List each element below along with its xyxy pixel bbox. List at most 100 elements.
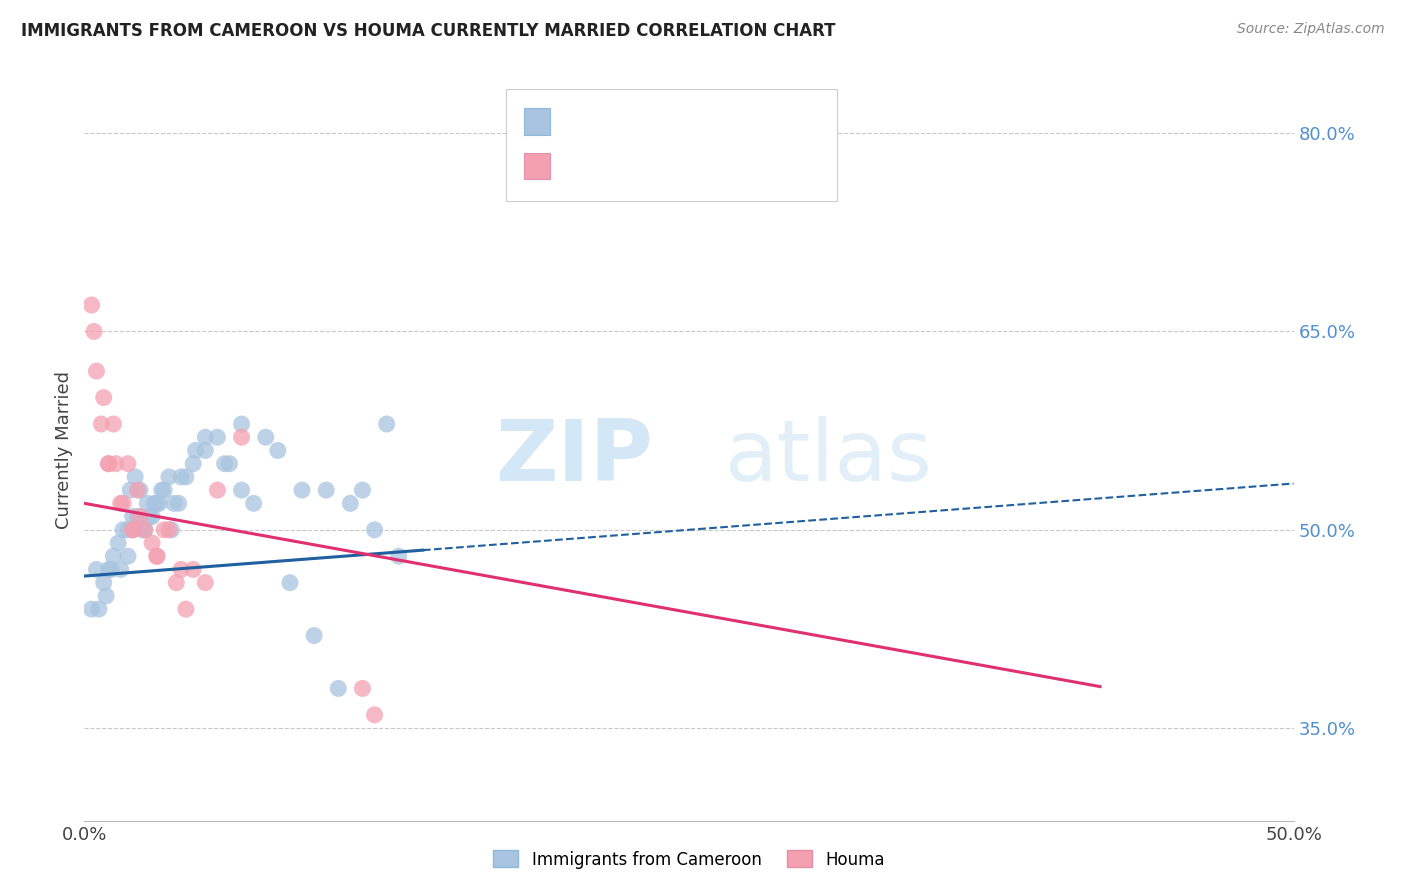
Point [103,549,125,564]
Point [138,509,160,524]
Point [148,496,170,510]
Point [121,509,143,524]
Y-axis label: Currently Married: Currently Married [55,371,73,530]
Point [127,509,149,524]
Point [231,417,253,431]
Point [339,496,361,510]
Point [242,496,264,510]
Point [141,536,163,550]
Point [315,483,337,497]
Point [117,523,139,537]
Point [160,523,183,537]
Point [110,496,132,510]
Point [129,483,152,497]
Text: 31: 31 [724,161,747,178]
Point [141,509,163,524]
Text: R =: R = [561,116,592,134]
Point [153,483,176,497]
Point [134,523,156,537]
Point [93,575,115,590]
Point [136,496,159,510]
Point [146,549,169,564]
Point [328,681,350,696]
Point [86,562,108,576]
Point [112,523,135,537]
Point [278,575,301,590]
Point [388,549,411,564]
Point [302,629,325,643]
Point [170,562,193,576]
Text: IMMIGRANTS FROM CAMEROON VS HOUMA CURRENTLY MARRIED CORRELATION CHART: IMMIGRANTS FROM CAMEROON VS HOUMA CURREN… [21,22,835,40]
Point [174,602,197,616]
Text: N =: N = [675,116,706,134]
Point [80,602,103,616]
Point [80,298,103,312]
Point [214,457,236,471]
Point [117,549,139,564]
Point [121,523,143,537]
Point [83,325,105,339]
Point [120,483,142,497]
Point [131,523,153,537]
Text: 57: 57 [724,116,747,134]
Text: atlas: atlas [725,417,934,500]
Point [157,523,180,537]
Legend: Immigrants from Cameroon, Houma: Immigrants from Cameroon, Houma [486,844,891,875]
Point [184,443,207,458]
Text: 0.174: 0.174 [614,116,666,134]
Point [170,470,193,484]
Point [127,483,149,497]
Point [267,443,290,458]
Point [207,430,229,444]
Point [121,523,143,537]
Point [107,536,129,550]
Point [150,483,173,497]
Point [218,457,240,471]
Point [363,523,385,537]
Point [363,707,385,722]
Point [117,457,139,471]
Point [97,562,120,576]
Point [165,575,187,590]
Point [153,523,176,537]
Point [194,430,217,444]
Point [146,549,169,564]
Point [103,417,125,431]
Point [110,562,132,576]
Point [87,602,110,616]
Point [207,483,229,497]
Point [146,496,169,510]
Point [86,364,108,378]
Point [129,509,152,524]
Point [181,562,204,576]
Point [121,523,143,537]
Point [291,483,314,497]
Point [124,470,146,484]
Point [112,496,135,510]
Point [352,483,374,497]
Point [157,470,180,484]
Text: ZIP: ZIP [495,417,652,500]
Point [97,457,120,471]
Point [100,562,122,576]
Point [104,457,127,471]
Text: R =: R = [561,161,592,178]
Text: N =: N = [675,161,706,178]
Text: Source: ZipAtlas.com: Source: ZipAtlas.com [1237,22,1385,37]
Point [352,681,374,696]
Point [254,430,277,444]
Point [181,457,204,471]
Point [143,496,166,510]
Point [163,496,186,510]
Point [174,470,197,484]
Point [93,391,115,405]
Point [375,417,398,431]
Text: -0.367: -0.367 [600,161,659,178]
Point [194,443,217,458]
Point [194,575,217,590]
Point [90,417,112,431]
Point [231,430,253,444]
Point [97,457,120,471]
Point [167,496,190,510]
Point [231,483,253,497]
